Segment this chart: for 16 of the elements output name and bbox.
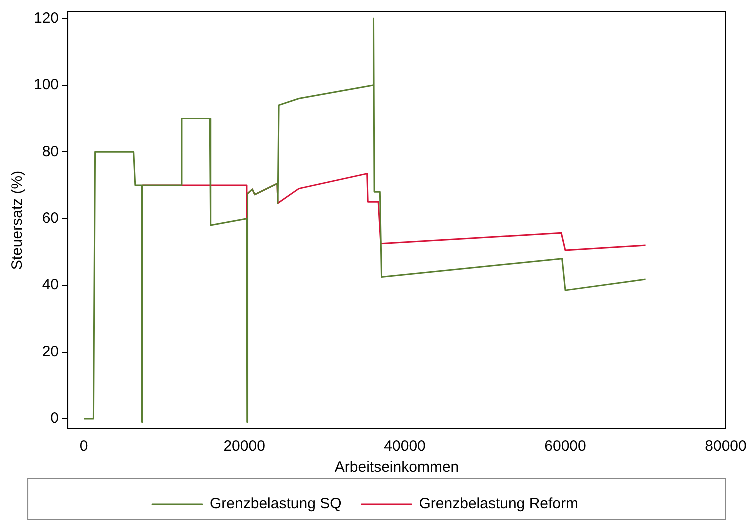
x-tick-label: 40000 [384,438,426,456]
y-tick-label: 80 [42,143,60,160]
x-tick-label: 80000 [705,438,747,456]
x-tick-label: 60000 [544,438,586,456]
x-tick-label: 20000 [224,438,266,456]
y-axis-title: Steuersatz (%) [9,170,26,270]
y-tick-label: 40 [42,276,60,294]
legend-label: Grenzbelastung Reform [419,496,578,513]
y-tick-label: 0 [50,410,60,428]
x-axis-title: Arbeitseinkommen [334,459,460,476]
y-tick-label: 100 [34,76,60,94]
y-tick-label: 120 [34,10,60,27]
x-tick-label: 0 [80,438,88,456]
y-tick-label: 60 [42,210,60,227]
legend-label: Grenzbelastung SQ [210,496,342,513]
y-tick-label: 20 [42,343,60,360]
